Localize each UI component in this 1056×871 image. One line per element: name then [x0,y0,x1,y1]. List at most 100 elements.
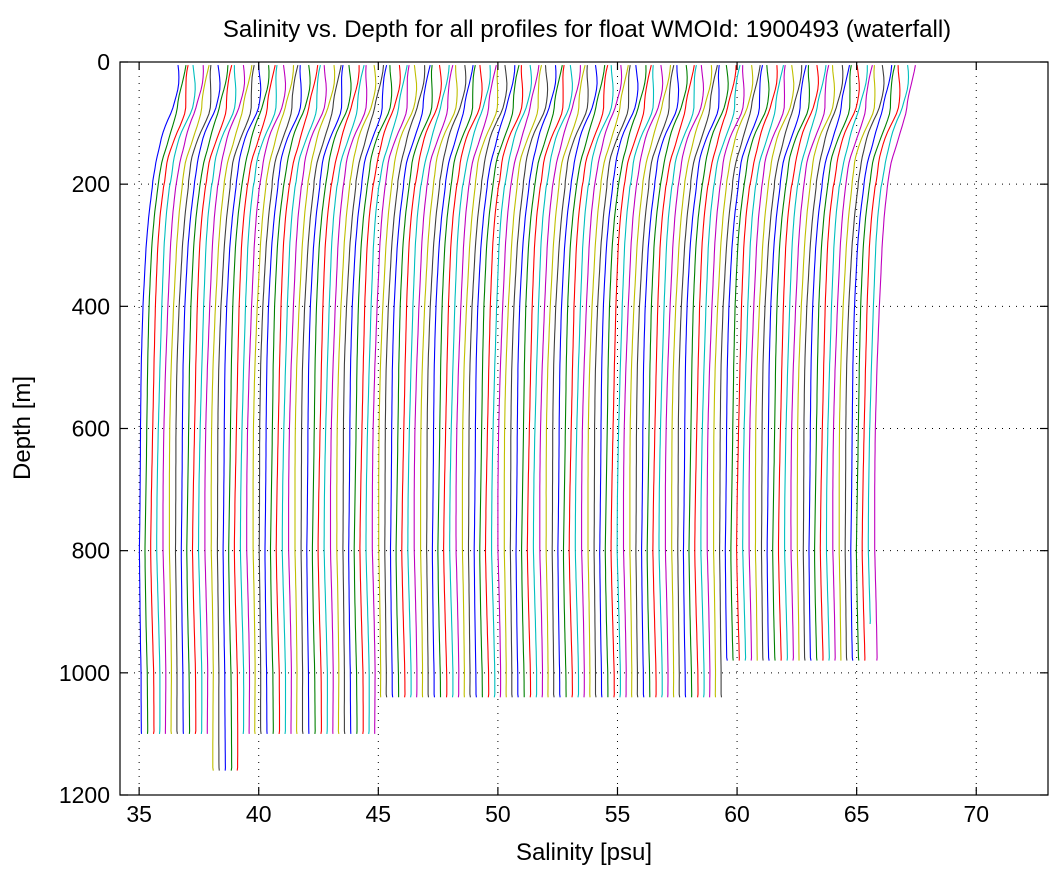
y-tick-label-1: 200 [72,171,110,197]
x-tick-label-2: 45 [366,801,392,827]
profile-line-108 [777,65,819,661]
profile-line-14 [216,64,255,771]
profile-line-66 [526,65,565,698]
profile-line-80 [610,64,652,698]
profile-line-18 [239,65,278,734]
profile-line-59 [484,65,524,698]
y-tick-label-2: 400 [72,293,110,319]
profile-line-39 [365,64,408,734]
profile-line-116 [825,65,868,661]
profile-line-92 [682,65,720,698]
x-tick-label-5: 60 [724,801,750,827]
profile-line-121 [855,64,896,661]
profile-line-47 [413,64,454,698]
profile-line-16 [228,65,270,771]
profile-line-13 [210,65,253,771]
profile-line-53 [449,65,491,698]
profile-line-35 [342,65,385,734]
profile-line-64 [515,65,557,698]
profile-line-10 [191,64,233,734]
y-tick-label-4: 800 [72,538,110,564]
profile-line-17 [233,64,276,771]
x-tick-label-6: 65 [844,801,870,827]
profile-line-46 [407,65,450,698]
profile-line-37 [353,65,393,734]
profile-line-40 [371,65,410,734]
profile-line-3 [150,64,189,734]
profile-line-52 [443,65,483,698]
profile-line-21 [258,64,299,734]
profile-line-122 [861,65,901,661]
profile-line-93 [688,65,729,698]
profile-line-94 [694,65,737,698]
profile-line-11 [197,65,237,734]
profile-line-30 [311,65,352,734]
profile-line-50 [431,65,474,698]
x-tick-label-7: 70 [963,801,989,827]
profile-line-82 [622,65,664,698]
profile-lines [138,64,916,771]
y-tick-label-6: 1200 [59,782,110,808]
profile-line-113 [808,64,851,661]
profile-line-63 [509,65,549,698]
chart-title: Salinity vs. Depth for all profiles for … [223,16,951,43]
profile-line-61 [497,65,540,698]
profile-line-100 [730,65,770,661]
profile-line-2 [144,65,187,734]
y-axis: 0 200 400 600 800 1000 1200 [59,49,1048,808]
profile-line-25 [281,64,321,734]
profile-line-58 [479,64,520,698]
profile-line-95 [700,64,741,698]
profile-line-51 [437,64,476,698]
profile-line-9 [186,65,229,734]
profile-line-19 [246,65,287,734]
profile-line-57 [473,65,516,698]
profile-line-85 [641,65,680,698]
profile-line-6 [168,64,210,734]
profile-line-75 [581,65,623,698]
profile-line-78 [599,65,639,698]
profile-line-55 [461,65,499,698]
profile-line-4 [156,65,196,734]
y-tick-label-0: 0 [97,49,110,75]
profile-line-60 [491,65,532,698]
profile-line-7 [174,65,212,734]
profile-line-71 [557,65,598,698]
profile-line-103 [748,65,786,661]
profile-line-99 [724,64,764,661]
profile-line-114 [814,65,852,661]
profile-line-106 [766,64,807,661]
profile-line-90 [671,65,713,698]
x-axis-label: Salinity [psu] [516,839,652,866]
x-tick-label-1: 40 [246,801,272,827]
profile-line-91 [677,64,718,698]
profile-line-102 [742,64,785,661]
profile-line-62 [503,64,543,698]
profile-line-101 [736,65,778,661]
profile-line-29 [306,65,344,734]
profile-line-86 [646,65,688,698]
y-axis-label: Depth [m] [9,376,36,480]
profile-line-23 [269,65,311,734]
profile-line-28 [300,64,342,734]
profile-line-68 [539,65,581,698]
x-tick-label-3: 50 [485,801,511,827]
profile-line-41 [378,65,418,698]
profile-line-107 [772,65,810,661]
profile-line-96 [706,65,745,698]
profile-line-38 [359,65,401,734]
profile-line-26 [288,65,327,734]
profile-line-119 [844,65,885,661]
profile-line-88 [658,64,697,698]
profile-line-49 [426,65,467,698]
profile-line-105 [760,65,803,661]
profile-line-15 [222,65,262,771]
profile-line-84 [635,64,675,698]
profile-line-70 [551,65,589,698]
profile-line-24 [275,65,319,734]
profile-line-36 [348,64,388,734]
profile-line-120 [850,65,893,661]
x-tick-label-0: 35 [126,801,152,827]
profile-line-110 [790,64,830,661]
